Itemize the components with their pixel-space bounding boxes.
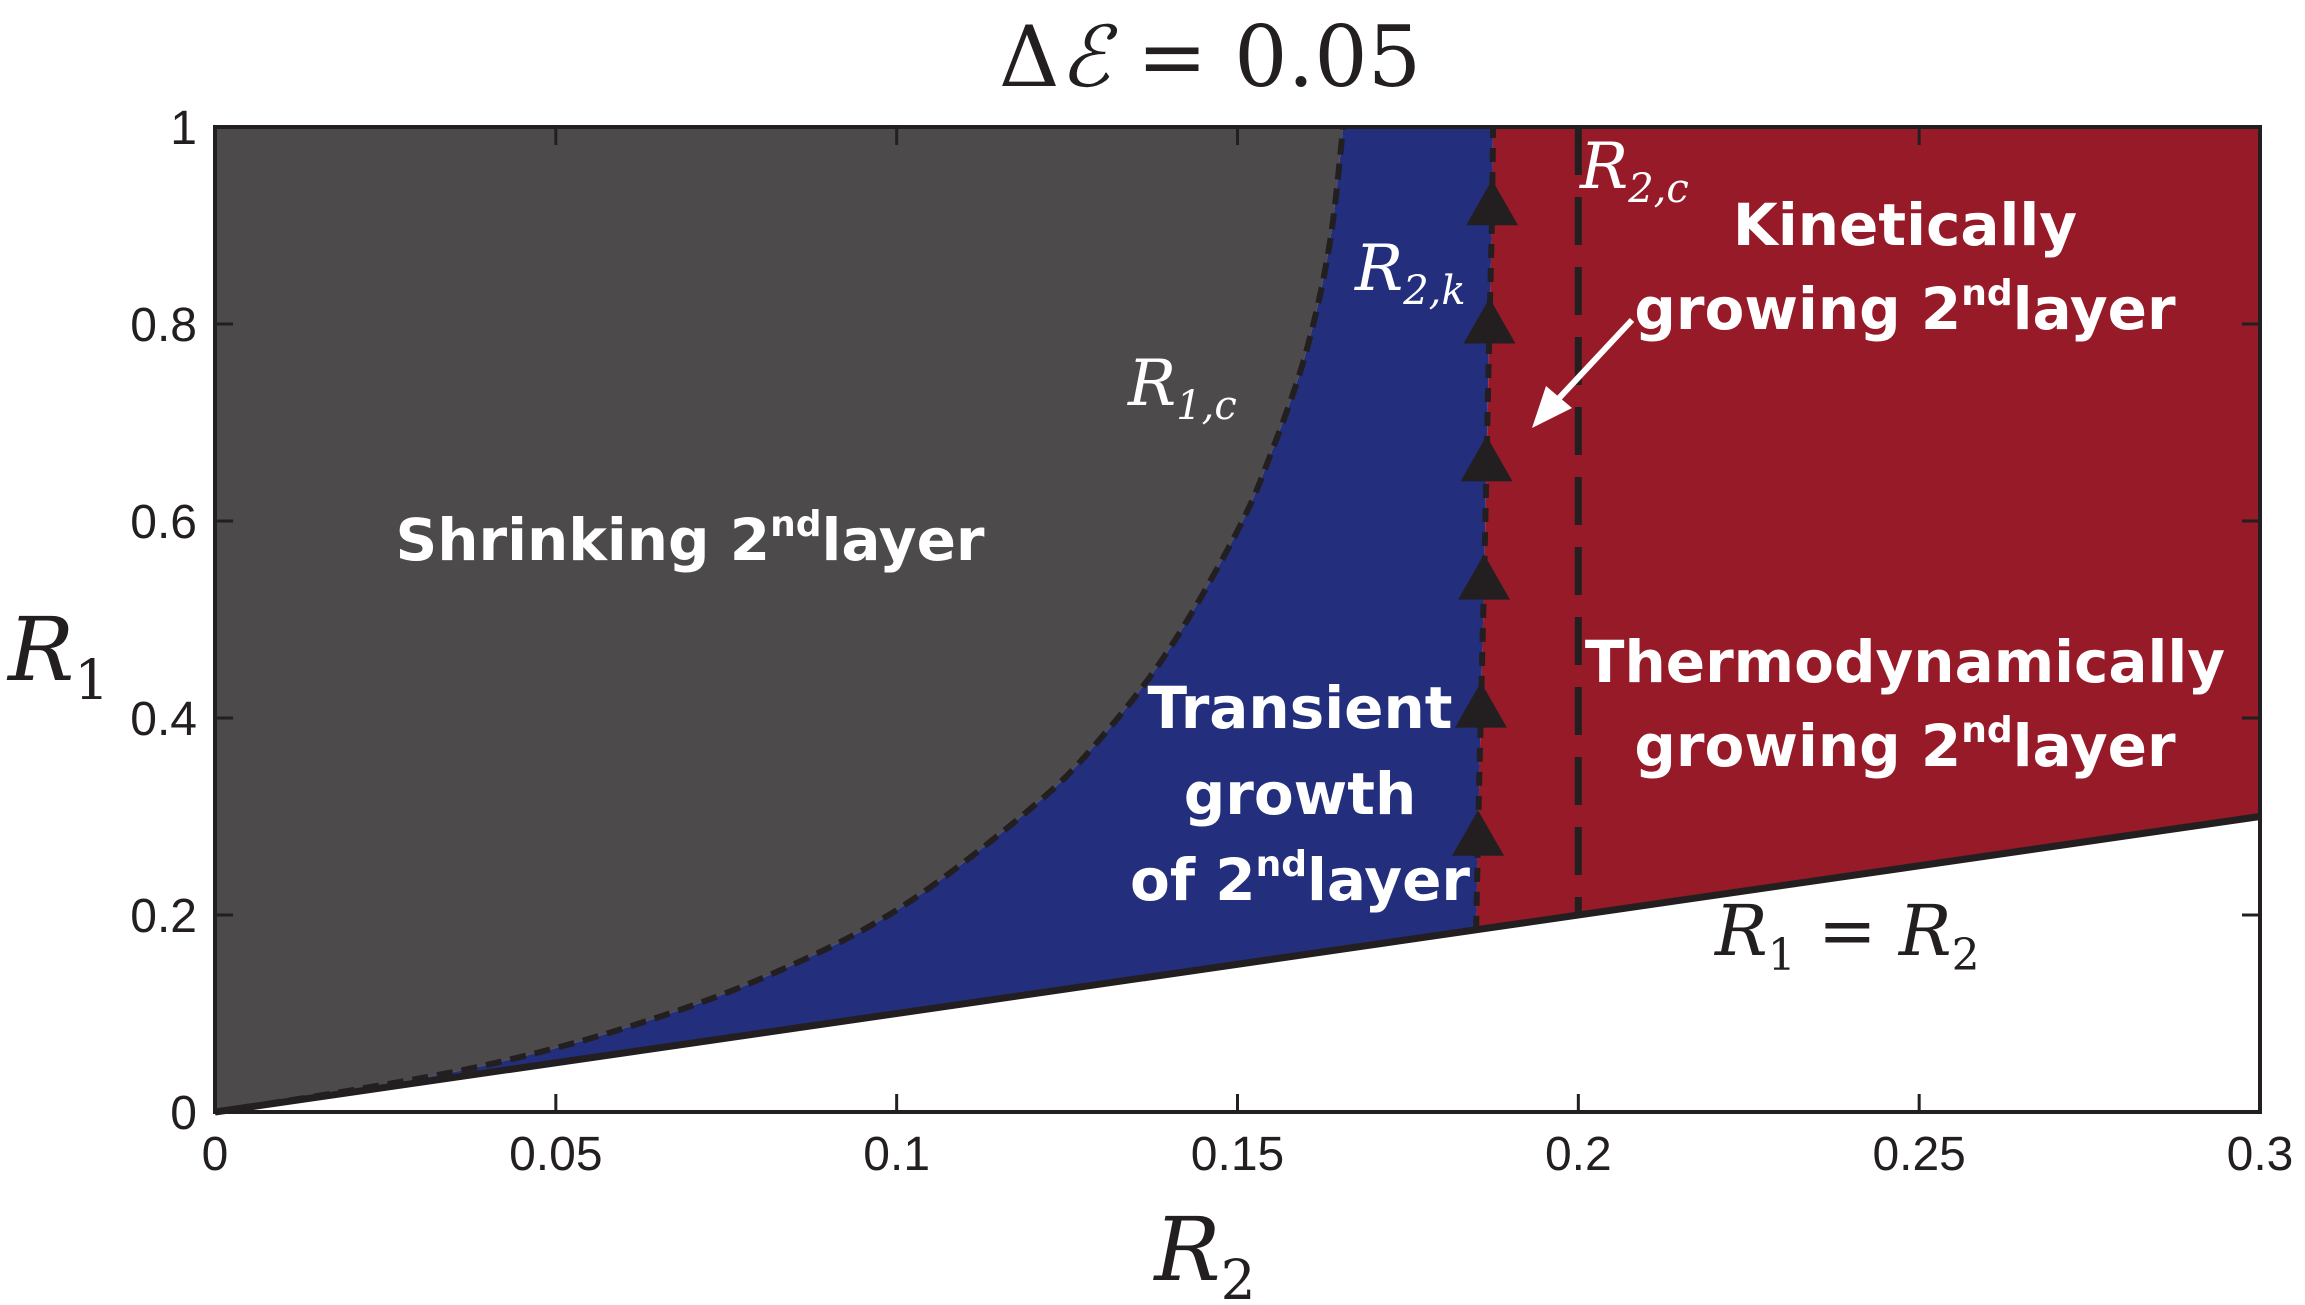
y-tick-label: 0.4 — [130, 693, 197, 746]
transient-label-line: of 2ndlayer — [1130, 844, 1470, 914]
y-tick-label: 0.2 — [130, 890, 197, 943]
r2k-triangle-marker — [1466, 179, 1519, 226]
pointer-arrow-shaft — [1545, 317, 1635, 413]
growing-region — [1476, 127, 2260, 930]
x-tick-label: 0.05 — [509, 1128, 602, 1181]
y-axis-label: R1 — [6, 598, 109, 712]
x-tick-label: 0.25 — [1872, 1128, 1965, 1181]
y-tick-label: 0.8 — [130, 299, 197, 352]
diagonal-line — [214, 813, 2261, 1116]
chart-title: Δℰ = 0.05 — [999, 8, 1421, 106]
r1c-annotation: R1,c — [1127, 347, 1237, 429]
pointer-arrow-head — [1532, 386, 1572, 428]
transient-label-line: Transient — [1148, 674, 1453, 742]
curves-layer — [214, 126, 2261, 1116]
regions-layer — [215, 127, 2260, 1112]
transient-region — [215, 127, 1494, 1112]
axes-layer: 0 0.05 0.1 0.15 0.2 0.25 0.3 0 0.2 0.4 0.6 0.8 1 — [130, 102, 2293, 1181]
r1c-dashed-curve — [214, 126, 1347, 1115]
shrinking-label-line: Shrinking 2ndlayer — [395, 504, 984, 574]
r2k-triangle-marker — [1463, 298, 1516, 344]
r2k-triangle-marker — [1452, 810, 1505, 856]
x-tick-label: 0.15 — [1191, 1128, 1284, 1181]
x-axis-label: R2 — [1152, 1198, 1255, 1305]
r2k-triangle-marker — [1458, 554, 1511, 600]
x-tick-label: 0.1 — [863, 1128, 930, 1181]
kinetic-label-line: growing 2ndlayer — [1634, 273, 2176, 343]
shrinking-region — [215, 127, 1344, 1112]
transient-label-line: growth — [1184, 760, 1417, 828]
r2k-triangle-marker — [1460, 435, 1513, 482]
r2k-annotation: R2,k — [1354, 232, 1466, 314]
thermo-label-line: growing 2ndlayer — [1634, 710, 2176, 780]
x-tick-label: 0.2 — [1545, 1128, 1612, 1181]
x-tick-label: 0 — [202, 1128, 229, 1181]
labels-layer: Δℰ = 0.05 R2 R1 R1,c R2,k R2,c R1 = R2 Shrinkin… — [6, 8, 2225, 1305]
y-tick-label: 0 — [170, 1087, 197, 1140]
x-tick-label: 0.3 — [2227, 1128, 2294, 1181]
y-tick-label: 1 — [170, 102, 197, 155]
diagonal-annotation: R1 = R2 — [1713, 890, 1980, 981]
r2k-triangle-marker — [1454, 682, 1507, 728]
thermo-label-line: Thermodynamically — [1585, 628, 2225, 696]
kinetic-label-line: Kinetically — [1733, 191, 2077, 259]
y-tick-label: 0.6 — [130, 496, 197, 549]
r2c-annotation: R2,c — [1579, 130, 1689, 212]
